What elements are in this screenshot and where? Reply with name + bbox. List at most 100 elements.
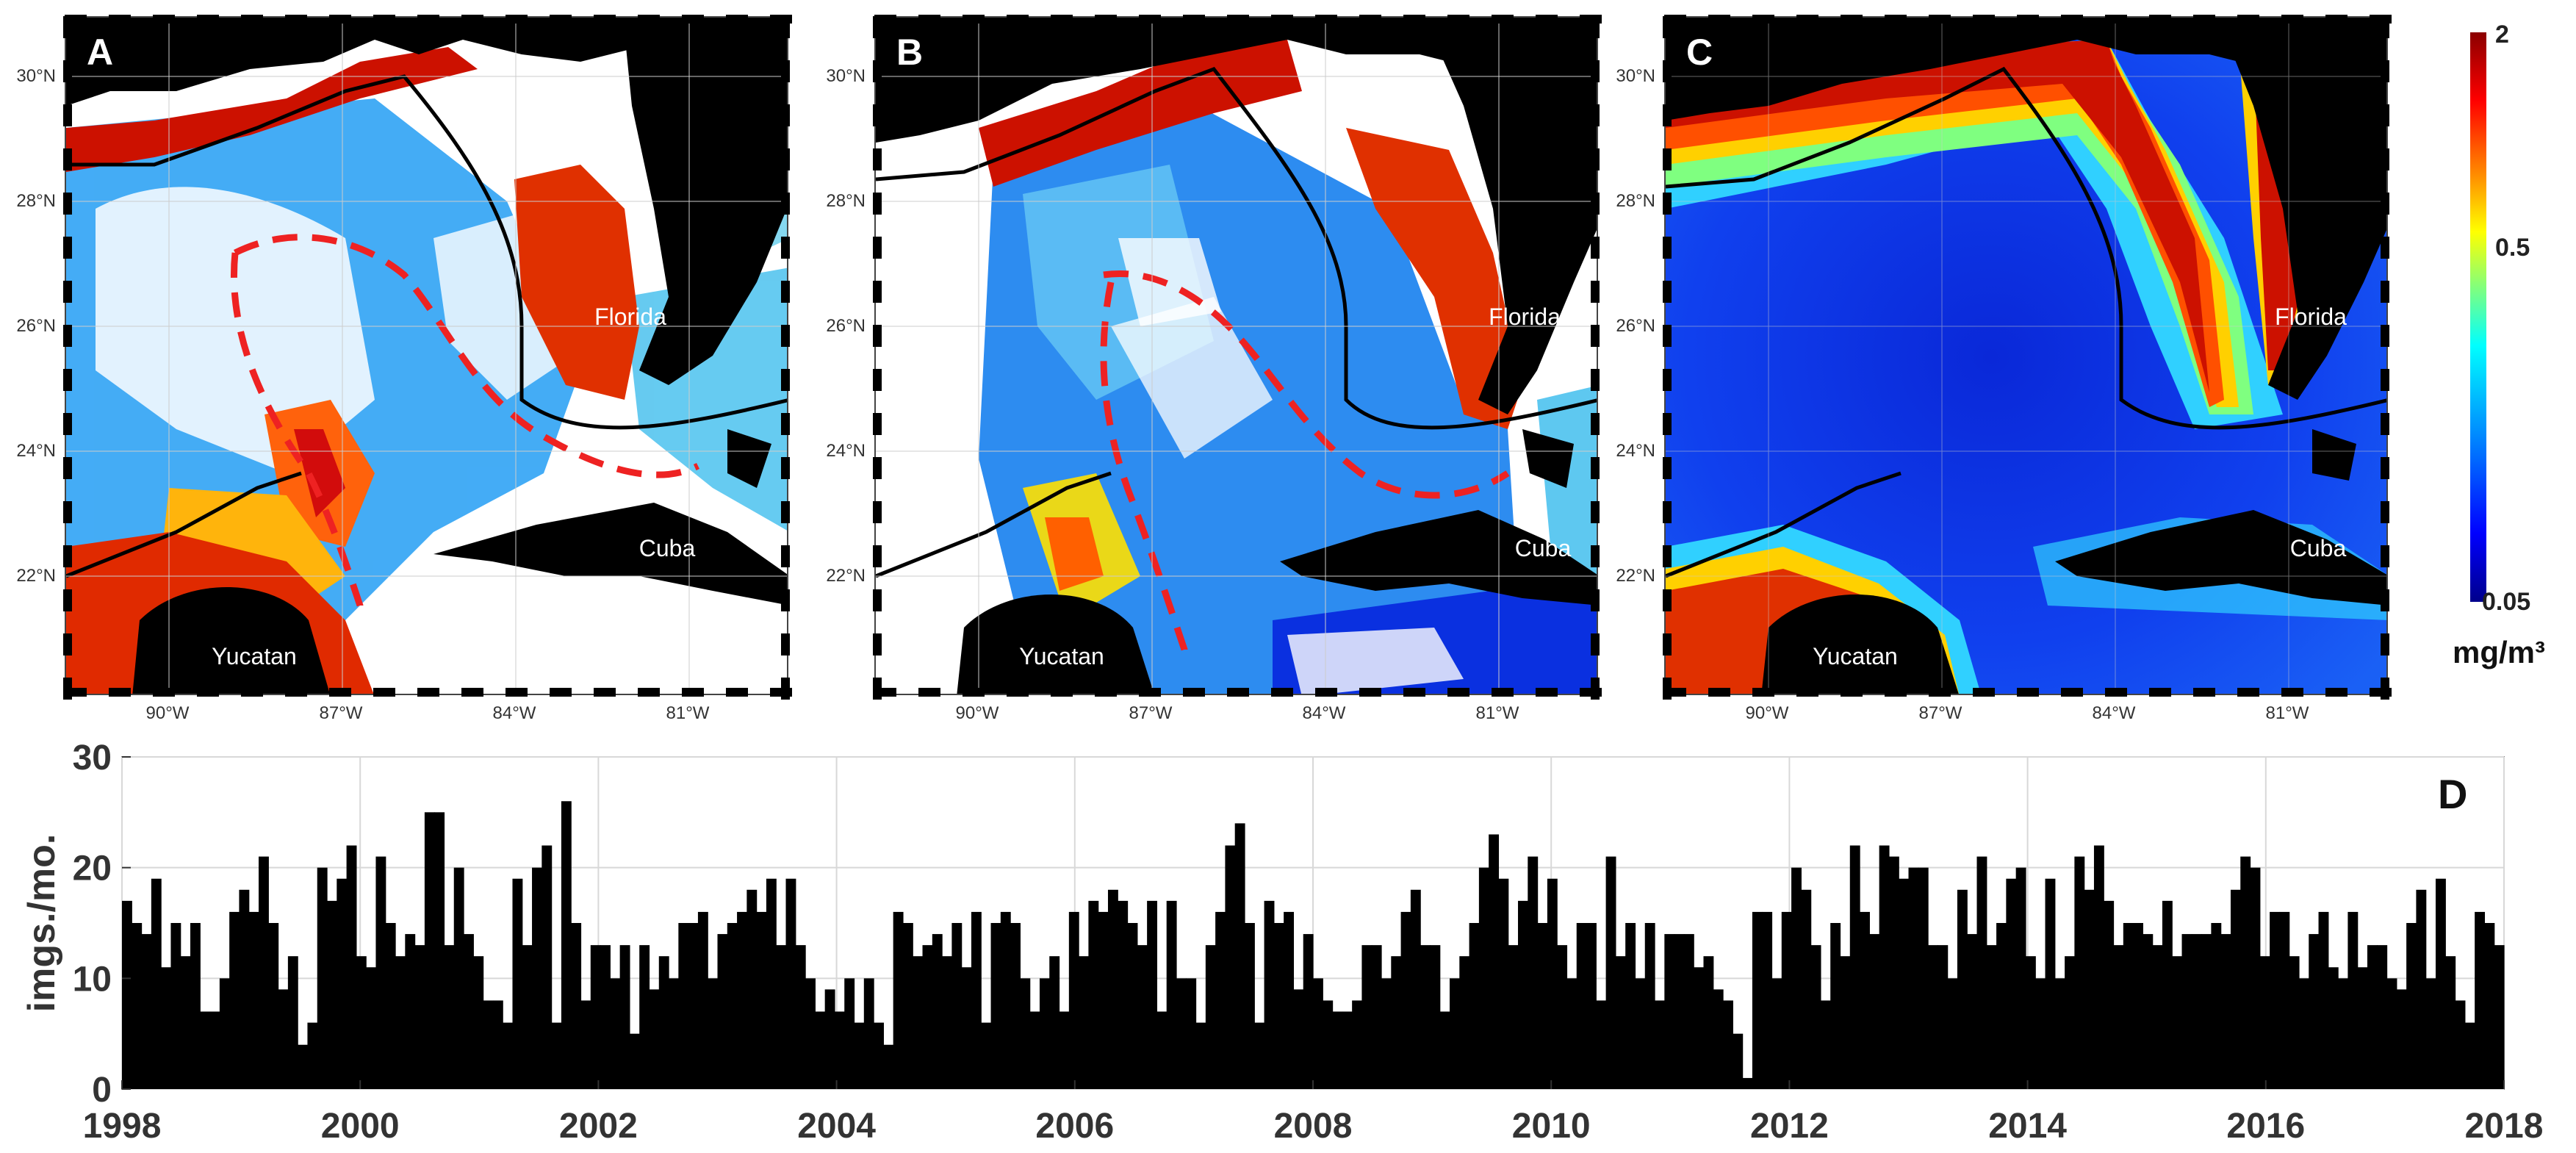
chart-d-bar bbox=[766, 878, 777, 1089]
chart-d-bar bbox=[2377, 945, 2388, 1089]
frame-tick bbox=[1403, 688, 1425, 697]
chart-d-bar bbox=[1049, 956, 1060, 1089]
chart-d-bar bbox=[639, 945, 650, 1089]
chart-d-bar bbox=[1303, 934, 1314, 1089]
chart-d-bar bbox=[1118, 900, 1129, 1089]
frame-tick bbox=[63, 457, 72, 479]
map-a-frame-ticks bbox=[63, 15, 792, 700]
chart-d-bar bbox=[1489, 834, 1500, 1089]
chart-d-bar bbox=[492, 1000, 503, 1089]
chart-d-bar bbox=[590, 945, 601, 1089]
chart-d-bar bbox=[239, 889, 250, 1089]
frame-tick bbox=[2381, 148, 2389, 170]
frame-tick bbox=[873, 457, 882, 479]
chart-d-bar bbox=[1498, 878, 1509, 1089]
chart-d-bar bbox=[141, 934, 152, 1089]
frame-tick bbox=[873, 633, 882, 655]
chart-d-bar bbox=[503, 1022, 514, 1089]
frame-tick bbox=[1929, 688, 1951, 697]
map-a-coastal-bloom-florida bbox=[514, 165, 639, 400]
chart-d-ytick-label: 30 bbox=[73, 739, 112, 777]
frame-tick bbox=[1591, 148, 1600, 170]
chart-d-bar bbox=[287, 956, 298, 1089]
frame-tick bbox=[373, 15, 395, 24]
chart-d-bar bbox=[669, 978, 679, 1089]
frame-tick bbox=[63, 281, 72, 303]
chart-d-bar bbox=[1284, 911, 1295, 1089]
chart-d-bar bbox=[1723, 1000, 1733, 1089]
chart-d-bar bbox=[2464, 1022, 2475, 1089]
frame-tick bbox=[63, 413, 72, 435]
frame-tick bbox=[2061, 688, 2083, 697]
frame-tick bbox=[329, 15, 351, 24]
chart-d-bar bbox=[854, 1022, 865, 1089]
chart-d-bar bbox=[209, 1011, 220, 1089]
chart-d-bar bbox=[981, 1022, 992, 1089]
frame-tick bbox=[1227, 15, 1249, 24]
chart-d-bar bbox=[571, 923, 582, 1089]
frame-tick bbox=[1139, 15, 1161, 24]
map-place-label: Cuba bbox=[1515, 535, 1572, 561]
chart-d-bar bbox=[161, 967, 172, 1089]
frame-tick bbox=[781, 237, 790, 259]
chart-d-bar bbox=[1683, 934, 1694, 1089]
chart-d-bar bbox=[375, 856, 386, 1089]
map-a-dashed-outline-west bbox=[230, 252, 364, 607]
chart-d-bar bbox=[356, 956, 367, 1089]
frame-tick bbox=[781, 545, 790, 567]
map-a-graphic bbox=[66, 18, 787, 694]
chart-d-bar bbox=[453, 867, 464, 1089]
frame-tick bbox=[153, 688, 175, 697]
chart-d-bar bbox=[1186, 978, 1197, 1089]
frame-tick bbox=[285, 688, 307, 697]
frame-tick bbox=[63, 678, 72, 700]
frame-tick bbox=[638, 15, 660, 24]
frame-tick bbox=[1271, 15, 1293, 24]
frame-tick bbox=[781, 148, 790, 170]
frame-tick bbox=[781, 16, 790, 38]
chart-d-bar bbox=[561, 801, 572, 1089]
chart-d-bar bbox=[600, 945, 611, 1089]
chart-d-bar bbox=[2054, 978, 2065, 1089]
frame-tick bbox=[2381, 413, 2389, 435]
frame-tick bbox=[1447, 15, 1469, 24]
map-c-frame-ticks bbox=[1663, 15, 2392, 700]
frame-tick bbox=[63, 237, 72, 259]
map-c-gridlines bbox=[1666, 18, 2386, 694]
frame-tick bbox=[63, 60, 72, 82]
chart-d-bar bbox=[1918, 867, 1929, 1089]
chart-d-bar bbox=[307, 1022, 318, 1089]
chart-d-bar bbox=[610, 978, 621, 1089]
map-lon-tick-label: 87°W bbox=[1129, 703, 1173, 723]
frame-tick bbox=[1591, 589, 1600, 611]
frame-tick bbox=[241, 688, 263, 697]
chart-d-xtick-label: 1998 bbox=[83, 1107, 162, 1146]
frame-tick bbox=[1663, 457, 1672, 479]
frame-tick bbox=[329, 688, 351, 697]
chart-d-bar bbox=[932, 934, 943, 1089]
chart-d-bar bbox=[405, 934, 416, 1089]
frame-tick bbox=[1591, 501, 1600, 523]
frame-tick bbox=[63, 369, 72, 391]
frame-tick bbox=[1183, 15, 1205, 24]
chart-d-bar bbox=[1840, 956, 1851, 1089]
chart-d-bar bbox=[1342, 1011, 1353, 1089]
chart-d-bar bbox=[619, 945, 630, 1089]
chart-d-bar bbox=[1254, 1022, 1265, 1089]
frame-tick bbox=[781, 589, 790, 611]
frame-tick bbox=[1663, 281, 1672, 303]
chart-d-bar bbox=[2181, 934, 2192, 1089]
chart-d-bar bbox=[1361, 945, 1372, 1089]
chart-d-bar bbox=[2065, 956, 2075, 1089]
frame-tick bbox=[1796, 15, 1818, 24]
chart-d-bar bbox=[2289, 956, 2300, 1089]
chart-d-bar bbox=[2133, 923, 2143, 1089]
map-c-boundary-line-north bbox=[1666, 66, 2386, 430]
frame-tick bbox=[1885, 688, 1907, 697]
chart-d-bar bbox=[1244, 923, 1255, 1089]
frame-tick bbox=[63, 633, 72, 655]
map-lat-tick-label: 28°N bbox=[826, 191, 866, 211]
frame-tick bbox=[638, 688, 660, 697]
frame-tick bbox=[63, 148, 72, 170]
map-panel-c bbox=[1664, 16, 2388, 695]
